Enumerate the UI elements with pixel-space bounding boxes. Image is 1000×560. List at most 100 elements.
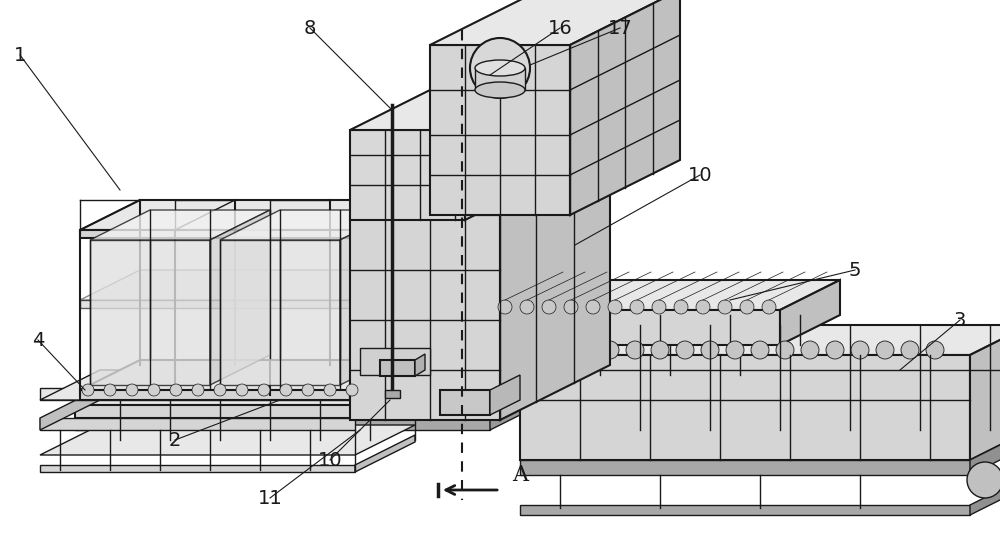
Polygon shape bbox=[490, 388, 550, 430]
Text: 2: 2 bbox=[169, 431, 181, 450]
Polygon shape bbox=[520, 460, 970, 475]
Polygon shape bbox=[80, 390, 350, 400]
Circle shape bbox=[564, 300, 578, 314]
Polygon shape bbox=[970, 325, 1000, 460]
Text: 8: 8 bbox=[304, 18, 316, 38]
Polygon shape bbox=[40, 465, 355, 472]
Polygon shape bbox=[570, 0, 680, 215]
Circle shape bbox=[967, 462, 1000, 498]
Polygon shape bbox=[490, 280, 840, 310]
Polygon shape bbox=[90, 240, 210, 385]
Circle shape bbox=[324, 384, 336, 396]
Circle shape bbox=[520, 300, 534, 314]
Circle shape bbox=[626, 341, 644, 359]
Polygon shape bbox=[970, 430, 1000, 475]
Polygon shape bbox=[415, 354, 425, 376]
Circle shape bbox=[851, 341, 869, 359]
Circle shape bbox=[576, 341, 594, 359]
Circle shape bbox=[674, 300, 688, 314]
Circle shape bbox=[718, 300, 732, 314]
Circle shape bbox=[126, 384, 138, 396]
Circle shape bbox=[470, 38, 530, 98]
Polygon shape bbox=[350, 270, 410, 308]
Circle shape bbox=[901, 341, 919, 359]
Circle shape bbox=[214, 384, 226, 396]
Polygon shape bbox=[520, 325, 1000, 355]
Circle shape bbox=[608, 300, 622, 314]
Circle shape bbox=[601, 341, 619, 359]
Circle shape bbox=[826, 341, 844, 359]
Polygon shape bbox=[520, 355, 970, 460]
Text: 10: 10 bbox=[318, 450, 342, 469]
Text: 16: 16 bbox=[548, 18, 572, 38]
Polygon shape bbox=[780, 280, 840, 345]
Circle shape bbox=[542, 300, 556, 314]
Polygon shape bbox=[75, 375, 550, 405]
Circle shape bbox=[498, 300, 512, 314]
Circle shape bbox=[551, 341, 569, 359]
Polygon shape bbox=[350, 130, 465, 220]
Text: 3: 3 bbox=[954, 310, 966, 329]
Polygon shape bbox=[430, 0, 680, 45]
Polygon shape bbox=[385, 390, 400, 398]
Circle shape bbox=[740, 300, 754, 314]
Polygon shape bbox=[80, 360, 410, 390]
Polygon shape bbox=[350, 160, 610, 215]
Polygon shape bbox=[520, 505, 970, 515]
Polygon shape bbox=[440, 390, 490, 415]
Circle shape bbox=[170, 384, 182, 396]
Polygon shape bbox=[40, 425, 415, 455]
Circle shape bbox=[526, 341, 544, 359]
Polygon shape bbox=[380, 360, 415, 376]
Circle shape bbox=[701, 341, 719, 359]
Polygon shape bbox=[220, 240, 340, 385]
Circle shape bbox=[801, 341, 819, 359]
Text: 1: 1 bbox=[14, 45, 26, 64]
Circle shape bbox=[676, 341, 694, 359]
Polygon shape bbox=[970, 475, 1000, 515]
Text: 17: 17 bbox=[608, 18, 632, 38]
Circle shape bbox=[302, 384, 314, 396]
Circle shape bbox=[236, 384, 248, 396]
Circle shape bbox=[148, 384, 160, 396]
Circle shape bbox=[104, 384, 116, 396]
Text: 4: 4 bbox=[32, 330, 44, 349]
Circle shape bbox=[192, 384, 204, 396]
Polygon shape bbox=[355, 435, 415, 472]
Polygon shape bbox=[430, 45, 570, 215]
Polygon shape bbox=[40, 388, 355, 400]
Polygon shape bbox=[350, 200, 410, 238]
Ellipse shape bbox=[475, 82, 525, 98]
Polygon shape bbox=[75, 405, 490, 418]
Polygon shape bbox=[80, 200, 410, 230]
Circle shape bbox=[876, 341, 894, 359]
Polygon shape bbox=[475, 68, 525, 90]
Polygon shape bbox=[350, 75, 575, 130]
Circle shape bbox=[726, 341, 744, 359]
Polygon shape bbox=[75, 418, 490, 430]
Ellipse shape bbox=[475, 60, 525, 76]
Polygon shape bbox=[490, 375, 520, 415]
Circle shape bbox=[630, 300, 644, 314]
Polygon shape bbox=[360, 348, 430, 375]
Circle shape bbox=[346, 384, 358, 396]
Polygon shape bbox=[90, 210, 270, 240]
Text: 5: 5 bbox=[849, 260, 861, 279]
Polygon shape bbox=[40, 388, 100, 430]
Circle shape bbox=[82, 384, 94, 396]
Circle shape bbox=[280, 384, 292, 396]
Polygon shape bbox=[490, 310, 780, 345]
Circle shape bbox=[776, 341, 794, 359]
Polygon shape bbox=[465, 75, 575, 220]
Polygon shape bbox=[40, 370, 415, 400]
Polygon shape bbox=[40, 418, 355, 430]
Circle shape bbox=[762, 300, 776, 314]
Circle shape bbox=[926, 341, 944, 359]
Text: 10: 10 bbox=[688, 166, 712, 184]
Polygon shape bbox=[80, 230, 350, 238]
Polygon shape bbox=[500, 160, 610, 420]
Circle shape bbox=[258, 384, 270, 396]
Polygon shape bbox=[210, 210, 270, 385]
Text: A: A bbox=[512, 464, 528, 486]
Polygon shape bbox=[80, 300, 350, 308]
